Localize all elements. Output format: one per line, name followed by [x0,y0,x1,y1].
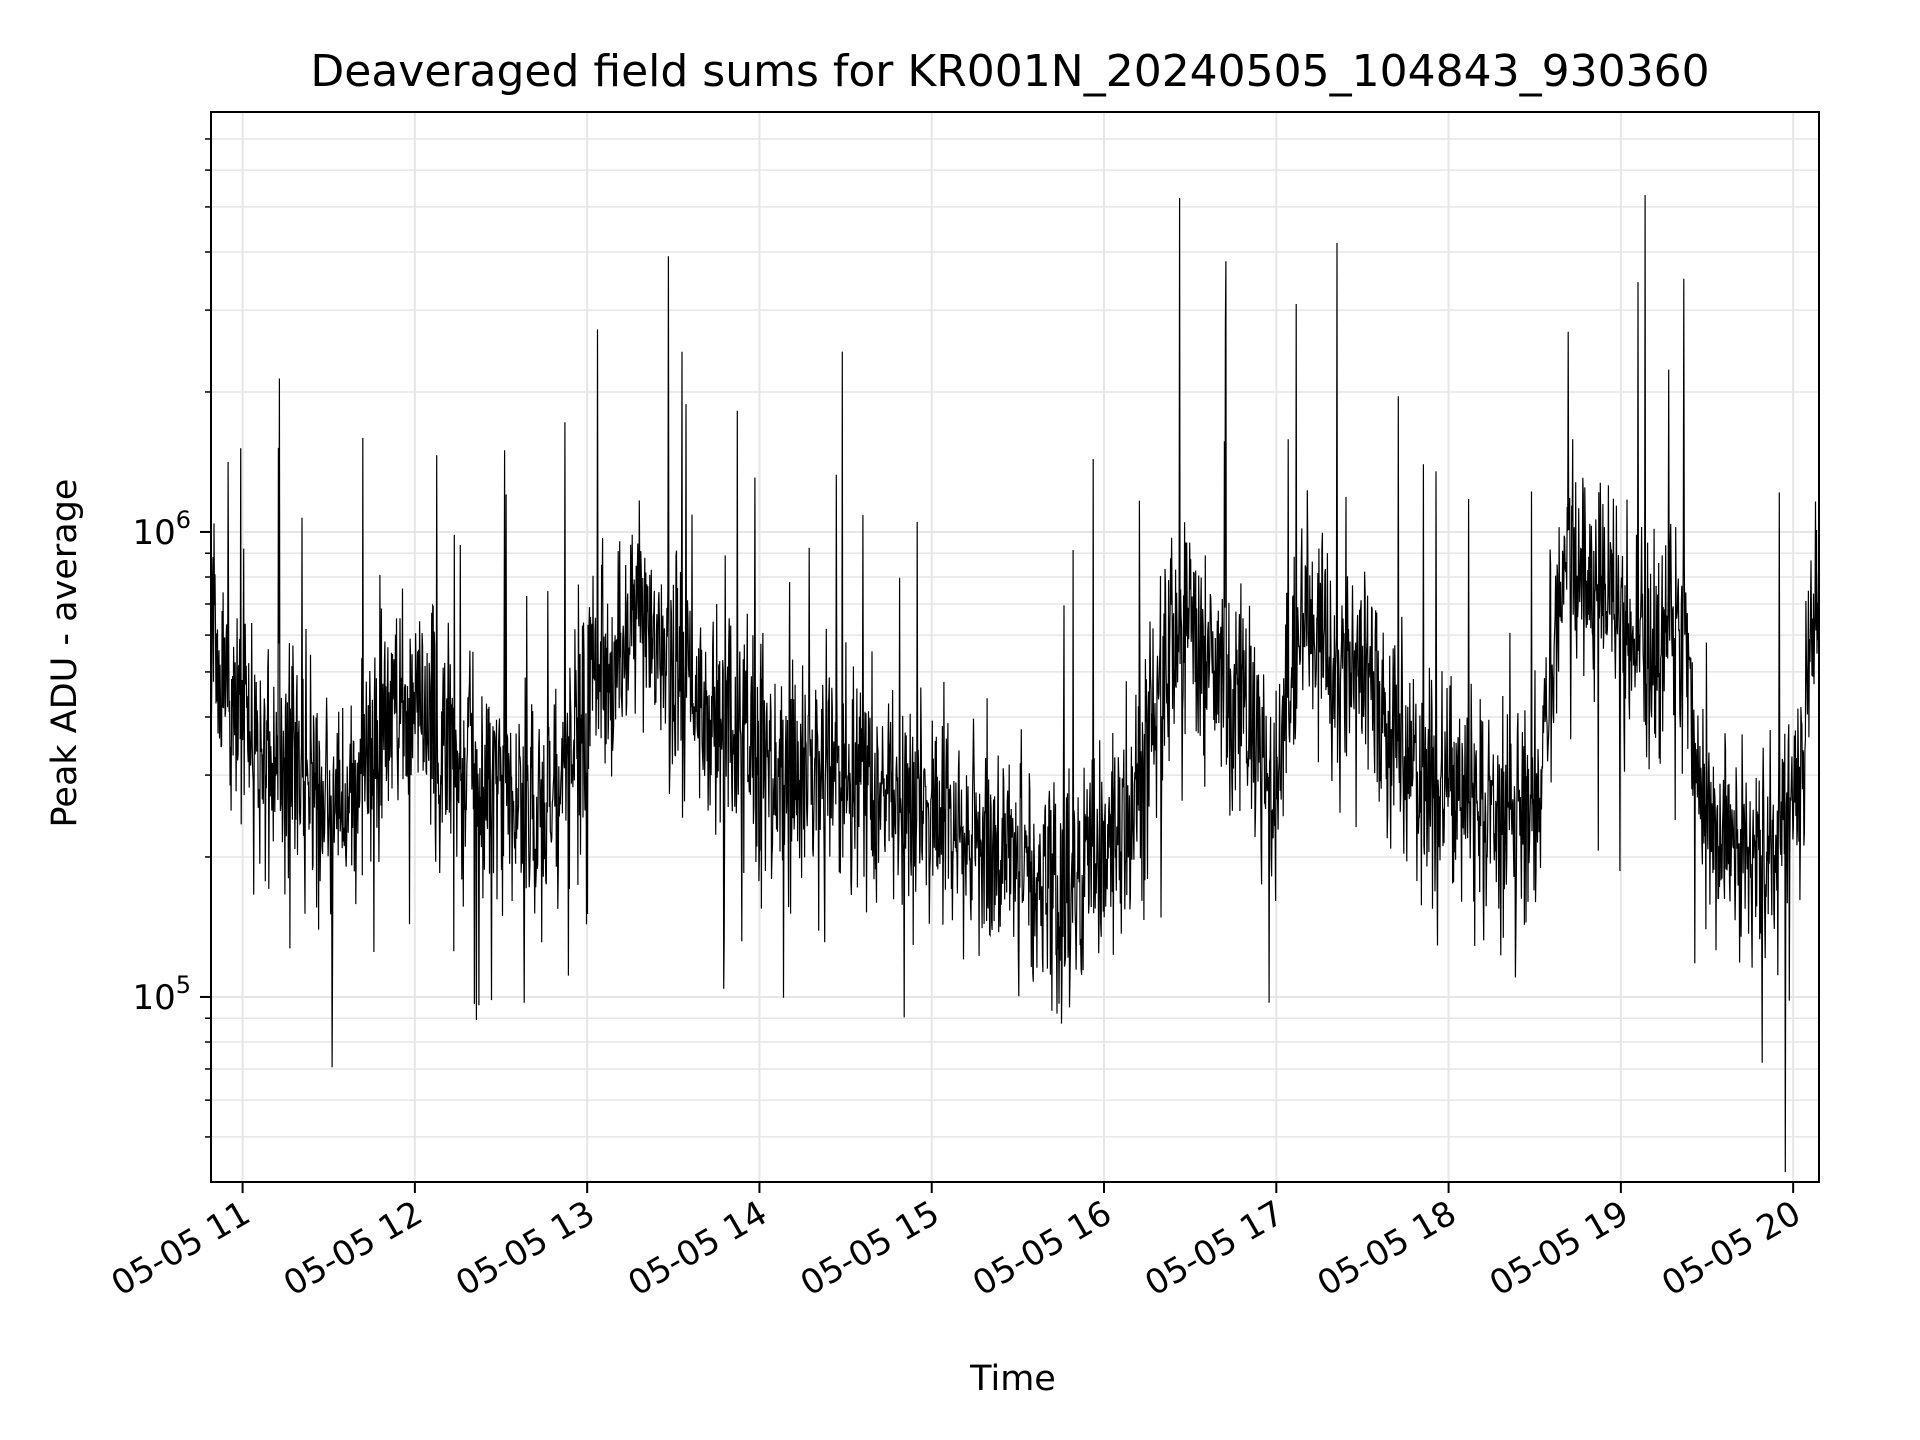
chart-title: Deaveraged field sums for KR001N_2024050… [310,46,1709,97]
y-tick-label: 105 [132,971,191,1018]
x-axis-label: Time [969,1359,1056,1399]
y-tick-label: 106 [132,506,191,553]
series-line [210,195,1820,1173]
series-line-group [210,195,1820,1173]
y-axis-label: Peak ADU - average [45,479,85,828]
plot-frame [210,111,1820,1183]
